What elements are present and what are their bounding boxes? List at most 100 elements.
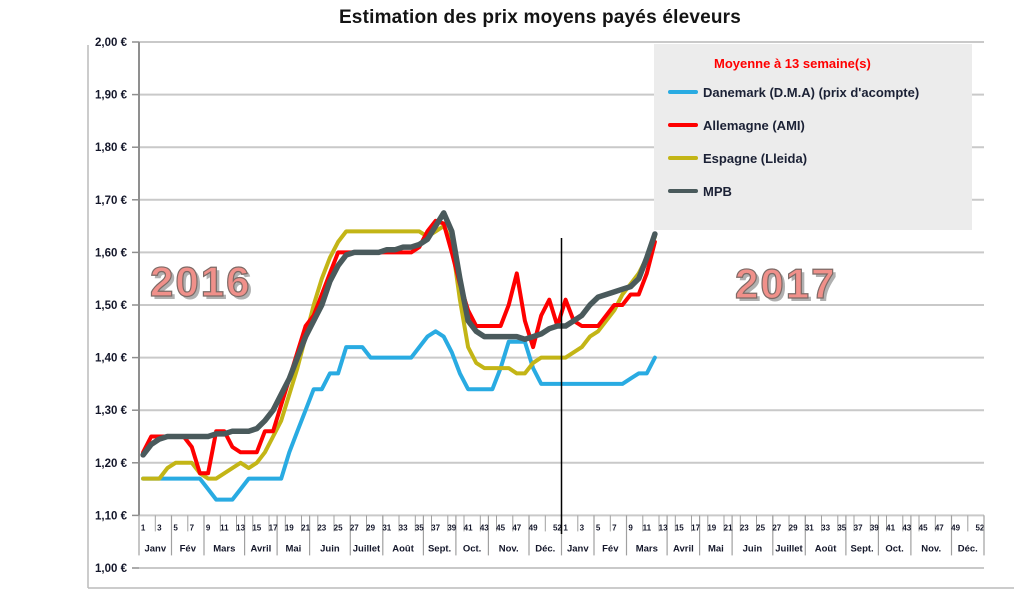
week-label: 33	[399, 523, 408, 532]
month-label: Nov.	[921, 543, 941, 554]
month-label: Sept.	[428, 543, 451, 554]
legend-label: Espagne (Lleida)	[703, 150, 808, 166]
legend-item-espagne: Espagne (Lleida)	[668, 149, 958, 167]
month-label: Fév	[602, 543, 619, 554]
y-tick-label: 1,20 €	[95, 458, 128, 470]
week-label: 47	[935, 523, 944, 532]
week-label: 23	[740, 523, 749, 532]
month-label: Déc.	[958, 543, 978, 554]
series-line-allemagne	[141, 218, 657, 476]
week-label: 37	[431, 523, 440, 532]
week-label: 23	[317, 523, 326, 532]
legend-label: Allemagne (AMI)	[703, 117, 805, 133]
week-label: 3	[580, 523, 585, 532]
week-label: 29	[789, 523, 798, 532]
series-line-espagne	[141, 224, 657, 481]
y-tick-label: 1,90 €	[95, 90, 128, 102]
month-label: Mai	[708, 543, 724, 554]
week-label: 25	[334, 523, 343, 532]
legend-item-mpb: MPB	[668, 182, 958, 200]
month-label: Nov.	[499, 543, 519, 554]
y-tick-label: 1,10 €	[95, 510, 128, 522]
month-label: Janv	[144, 543, 166, 554]
week-label: 17	[269, 523, 278, 532]
week-label: 9	[628, 523, 633, 532]
series-line-mpb	[140, 210, 658, 458]
week-label: 41	[886, 523, 895, 532]
week-label: 27	[772, 523, 781, 532]
week-label: 11	[643, 523, 652, 532]
week-label: 35	[837, 523, 846, 532]
week-label: 52	[975, 523, 984, 532]
year-label-2017: 2017	[734, 259, 837, 307]
y-tick-label: 2,00 €	[95, 37, 128, 49]
month-label: Janv	[567, 543, 589, 554]
week-label: 39	[870, 523, 879, 532]
week-label: 52	[553, 523, 562, 532]
month-label: Oct.	[463, 543, 481, 554]
legend-item-allemagne: Allemagne (AMI)	[668, 116, 958, 134]
mpb-line-swatch	[668, 189, 698, 193]
y-tick-label: 1,70 €	[95, 195, 128, 207]
chart-title: Estimation des prix moyens payés éleveur…	[338, 7, 742, 28]
month-label: Déc.	[535, 543, 555, 554]
month-label: Oct.	[885, 543, 903, 554]
espagne-line-swatch	[668, 156, 698, 160]
month-label: Juillet	[353, 543, 381, 554]
week-label: 5	[596, 523, 601, 532]
legend: Moyenne à 13 semaine(s) Danemark (D.M.A)…	[654, 44, 972, 230]
month-label: Août	[815, 543, 837, 554]
week-label: 41	[464, 523, 473, 532]
week-label: 19	[285, 523, 294, 532]
week-label: 13	[236, 523, 245, 532]
week-label: 15	[252, 523, 261, 532]
month-label: Avril	[673, 543, 694, 554]
legend-title: Moyenne à 13 semaine(s)	[714, 56, 871, 71]
month-label: Mars	[213, 543, 235, 554]
week-label: 37	[854, 523, 863, 532]
y-tick-label: 1,50 €	[95, 300, 128, 312]
week-label: 17	[691, 523, 700, 532]
week-label: 47	[512, 523, 521, 532]
week-label: 39	[447, 523, 456, 532]
week-label: 21	[724, 523, 733, 532]
week-label: 7	[612, 523, 617, 532]
month-label: Juillet	[775, 543, 803, 554]
y-tick-label: 1,60 €	[95, 247, 128, 259]
week-label: 19	[707, 523, 716, 532]
week-label: 43	[480, 523, 489, 532]
week-label: 5	[173, 523, 178, 532]
month-label: Août	[392, 543, 414, 554]
week-label: 9	[206, 523, 211, 532]
danemark-line-swatch	[668, 90, 698, 94]
week-label: 11	[220, 523, 229, 532]
week-label: 35	[415, 523, 424, 532]
y-tick-label: 1,40 €	[95, 353, 128, 365]
week-label: 31	[382, 523, 391, 532]
month-label: Avril	[251, 543, 272, 554]
week-label: 45	[919, 523, 928, 532]
week-label: 43	[902, 523, 911, 532]
week-label: 27	[350, 523, 359, 532]
month-label: Mars	[636, 543, 658, 554]
week-label: 31	[805, 523, 814, 532]
week-label: 49	[951, 523, 960, 532]
month-label: Sept.	[850, 543, 873, 554]
month-label: Juin	[743, 543, 763, 554]
legend-label: MPB	[703, 183, 732, 199]
allemagne-line-swatch	[668, 123, 698, 127]
week-label: 3	[157, 523, 162, 532]
month-label: Juin	[320, 543, 340, 554]
week-label: 15	[675, 523, 684, 532]
y-tick-label: 1,30 €	[95, 405, 128, 417]
y-tick-label: 1,00 €	[95, 563, 128, 575]
y-tick-label: 1,80 €	[95, 142, 128, 154]
week-label: 1	[563, 523, 568, 532]
week-label: 13	[659, 523, 668, 532]
month-label: Mai	[285, 543, 301, 554]
week-label: 33	[821, 523, 830, 532]
week-label: 29	[366, 523, 375, 532]
week-label: 45	[496, 523, 505, 532]
year-label-2016: 2016	[149, 257, 252, 305]
